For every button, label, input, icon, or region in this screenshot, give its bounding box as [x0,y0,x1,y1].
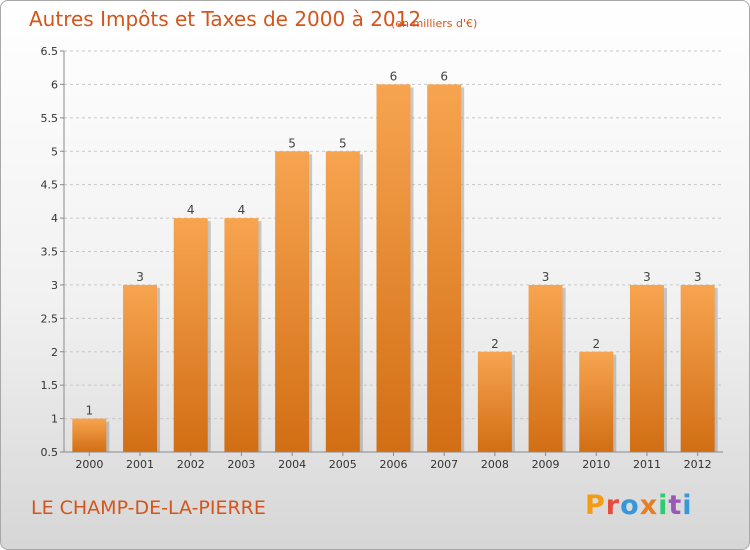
logo-letter: r [605,490,621,521]
chart-title: Autres Impôts et Taxes de 2000 à 2012 [29,7,422,31]
x-tick-label-2010: 2010 [582,458,610,471]
x-tick-label-2012: 2012 [684,458,712,471]
x-tick-label-2009: 2009 [532,458,560,471]
value-label-2010: 2 [592,337,600,351]
x-tick-label-2001: 2001 [126,458,154,471]
y-tick-label: 6 [51,78,58,91]
bar-2001 [123,284,158,452]
commune-name: LE CHAMP-DE-LA-PIERRE [31,497,266,519]
proxiti-logo[interactable]: Proxiti [585,490,693,521]
value-label-2001: 3 [136,270,144,284]
bars-layer [72,84,718,453]
y-tick-label: 2 [51,346,58,359]
y-tick-label: 3 [51,279,58,292]
value-label-2003: 4 [238,203,246,217]
y-tick-label: 3.5 [41,246,59,259]
logo-letter: x [639,490,659,521]
value-label-2002: 4 [187,203,195,217]
logo-letter: P [585,490,606,521]
bar-2010 [579,351,614,452]
bar-2000 [72,418,107,452]
bar-2011 [629,284,664,452]
axis-layer: 0.5 1 1.5 2 2.5 3 3.5 4 4.5 5 5.5 6 6.5 2000 2001 2002 2… [41,45,723,471]
bar-2012 [680,284,715,452]
x-tick-label-2008: 2008 [481,458,509,471]
logo-letter: t [668,490,683,521]
bar-2009 [528,284,563,452]
chart-unit: (en milliers d'€) [391,17,478,30]
value-label-2006: 6 [390,69,398,83]
y-tick-label: 5.5 [41,112,59,125]
x-tick-label-2005: 2005 [329,458,357,471]
x-tick-label-2007: 2007 [430,458,458,471]
bar-2004 [275,151,310,452]
y-tick-label: 6.5 [41,45,59,58]
bar-2005 [325,151,360,452]
x-tick-label-2002: 2002 [177,458,205,471]
labels-layer: 1 3 4 4 5 5 6 6 2 3 2 3 3 [86,69,702,417]
bar-2007 [427,84,462,453]
logo-letter: o [620,490,640,521]
y-tick-label: 2.5 [41,312,59,325]
value-label-2012: 3 [694,270,702,284]
value-label-2009: 3 [542,270,550,284]
logo-letter: i [682,490,693,521]
x-tick-label-2006: 2006 [380,458,408,471]
y-tick-label: 4 [51,212,58,225]
value-label-2000: 1 [86,404,94,418]
bar-2006 [376,84,411,453]
x-tick-label-2004: 2004 [278,458,306,471]
value-label-2004: 5 [288,136,296,150]
bar-2008 [477,351,512,452]
x-tick-label-2011: 2011 [633,458,661,471]
bar-2003 [224,218,259,452]
value-label-2008: 2 [491,337,499,351]
y-tick-label: 0.5 [41,446,59,459]
x-tick-label-2003: 2003 [227,458,255,471]
bar-2002 [173,218,208,452]
value-label-2005: 5 [339,136,347,150]
value-label-2011: 3 [643,270,651,284]
y-tick-label: 1.5 [41,379,59,392]
y-tick-label: 5 [51,145,58,158]
value-label-2007: 6 [440,69,448,83]
x-tick-label-2000: 2000 [75,458,103,471]
y-tick-label: 1 [51,413,58,426]
y-tick-label: 4.5 [41,179,59,192]
logo-letter: i [658,490,669,521]
